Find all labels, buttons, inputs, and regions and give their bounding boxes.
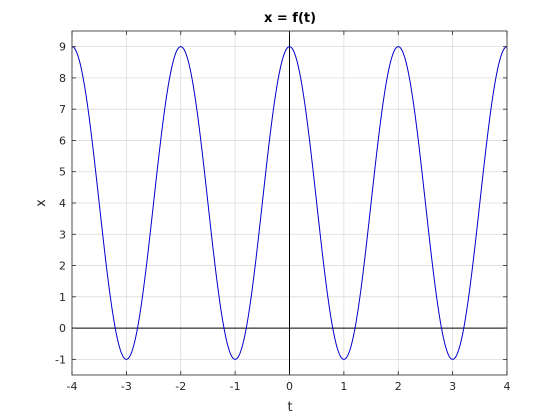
y-tick-label: -1: [55, 353, 66, 366]
y-axis-label: x: [34, 199, 49, 207]
x-tick-label: 4: [504, 380, 511, 393]
y-tick-label: 9: [59, 41, 66, 54]
y-tick-label: 2: [59, 260, 66, 273]
y-tick-label: 5: [59, 166, 66, 179]
y-tick-label: 0: [59, 322, 66, 335]
y-tick-label: 8: [59, 72, 66, 85]
x-tick-label: 3: [449, 380, 456, 393]
x-axis-label: t: [287, 400, 292, 415]
chart-title: x = f(t): [264, 11, 316, 26]
y-tick-label: 1: [59, 291, 66, 304]
x-tick-label: -3: [121, 380, 132, 393]
x-tick-label: 2: [395, 380, 402, 393]
plot-area: -4 -3 -2 -1 0 1 2 3 4 -1 0 1 2 3 4 5 6 7 8 9: [55, 30, 511, 393]
series-line: [71, 46, 508, 360]
reference-lines: [72, 31, 507, 375]
ticks: -4 -3 -2 -1 0 1 2 3 4 -1 0 1 2 3 4 5 6 7 8 9: [55, 31, 511, 393]
y-tick-label: 3: [59, 228, 66, 241]
x-tick-label: 1: [340, 380, 347, 393]
series-layer: [71, 46, 508, 360]
y-tick-label: 6: [59, 134, 66, 147]
x-tick-label: -1: [230, 380, 241, 393]
y-tick-label: 7: [59, 103, 66, 116]
x-tick-label: -2: [175, 380, 186, 393]
x-tick-label: 0: [286, 380, 293, 393]
y-tick-label: 4: [59, 197, 66, 210]
x-tick-label: -4: [67, 380, 78, 393]
